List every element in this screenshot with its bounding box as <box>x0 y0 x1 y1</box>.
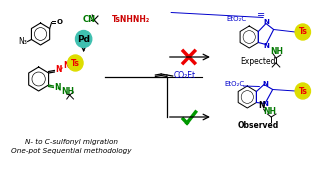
Text: Ts: Ts <box>299 87 307 95</box>
Text: N: N <box>258 101 264 109</box>
Text: N₃: N₃ <box>18 37 27 46</box>
Text: Expected: Expected <box>240 57 275 67</box>
Text: Observed: Observed <box>237 122 278 130</box>
Text: N: N <box>263 43 269 49</box>
Text: N: N <box>55 66 62 74</box>
Text: Ts: Ts <box>71 59 80 67</box>
Text: CO₂Et: CO₂Et <box>174 71 196 81</box>
Text: NH: NH <box>61 88 74 97</box>
Text: =: = <box>257 11 265 20</box>
Text: O: O <box>56 19 62 25</box>
Text: ⁺: ⁺ <box>59 66 62 70</box>
Text: One-pot Sequential methodology: One-pot Sequential methodology <box>11 148 131 154</box>
Text: ⁻: ⁻ <box>67 60 70 66</box>
Text: NH: NH <box>264 108 277 116</box>
Text: TsNHNH₂: TsNHNH₂ <box>112 15 151 23</box>
Text: Ts: Ts <box>299 28 307 36</box>
Text: EtO₂C: EtO₂C <box>224 81 245 87</box>
Circle shape <box>295 24 310 40</box>
Text: N: N <box>63 61 69 70</box>
Circle shape <box>68 55 83 71</box>
Text: N: N <box>262 81 268 87</box>
Text: NH: NH <box>270 46 283 56</box>
Circle shape <box>295 83 310 99</box>
Text: Pd: Pd <box>77 35 90 43</box>
Text: EtO₂C: EtO₂C <box>226 16 246 22</box>
Text: N: N <box>54 83 61 91</box>
Circle shape <box>75 30 92 47</box>
Text: N: N <box>263 19 269 26</box>
Text: N: N <box>262 101 268 106</box>
Text: N- to C-sulfonyl migration: N- to C-sulfonyl migration <box>25 139 118 145</box>
Text: CN: CN <box>83 15 96 23</box>
